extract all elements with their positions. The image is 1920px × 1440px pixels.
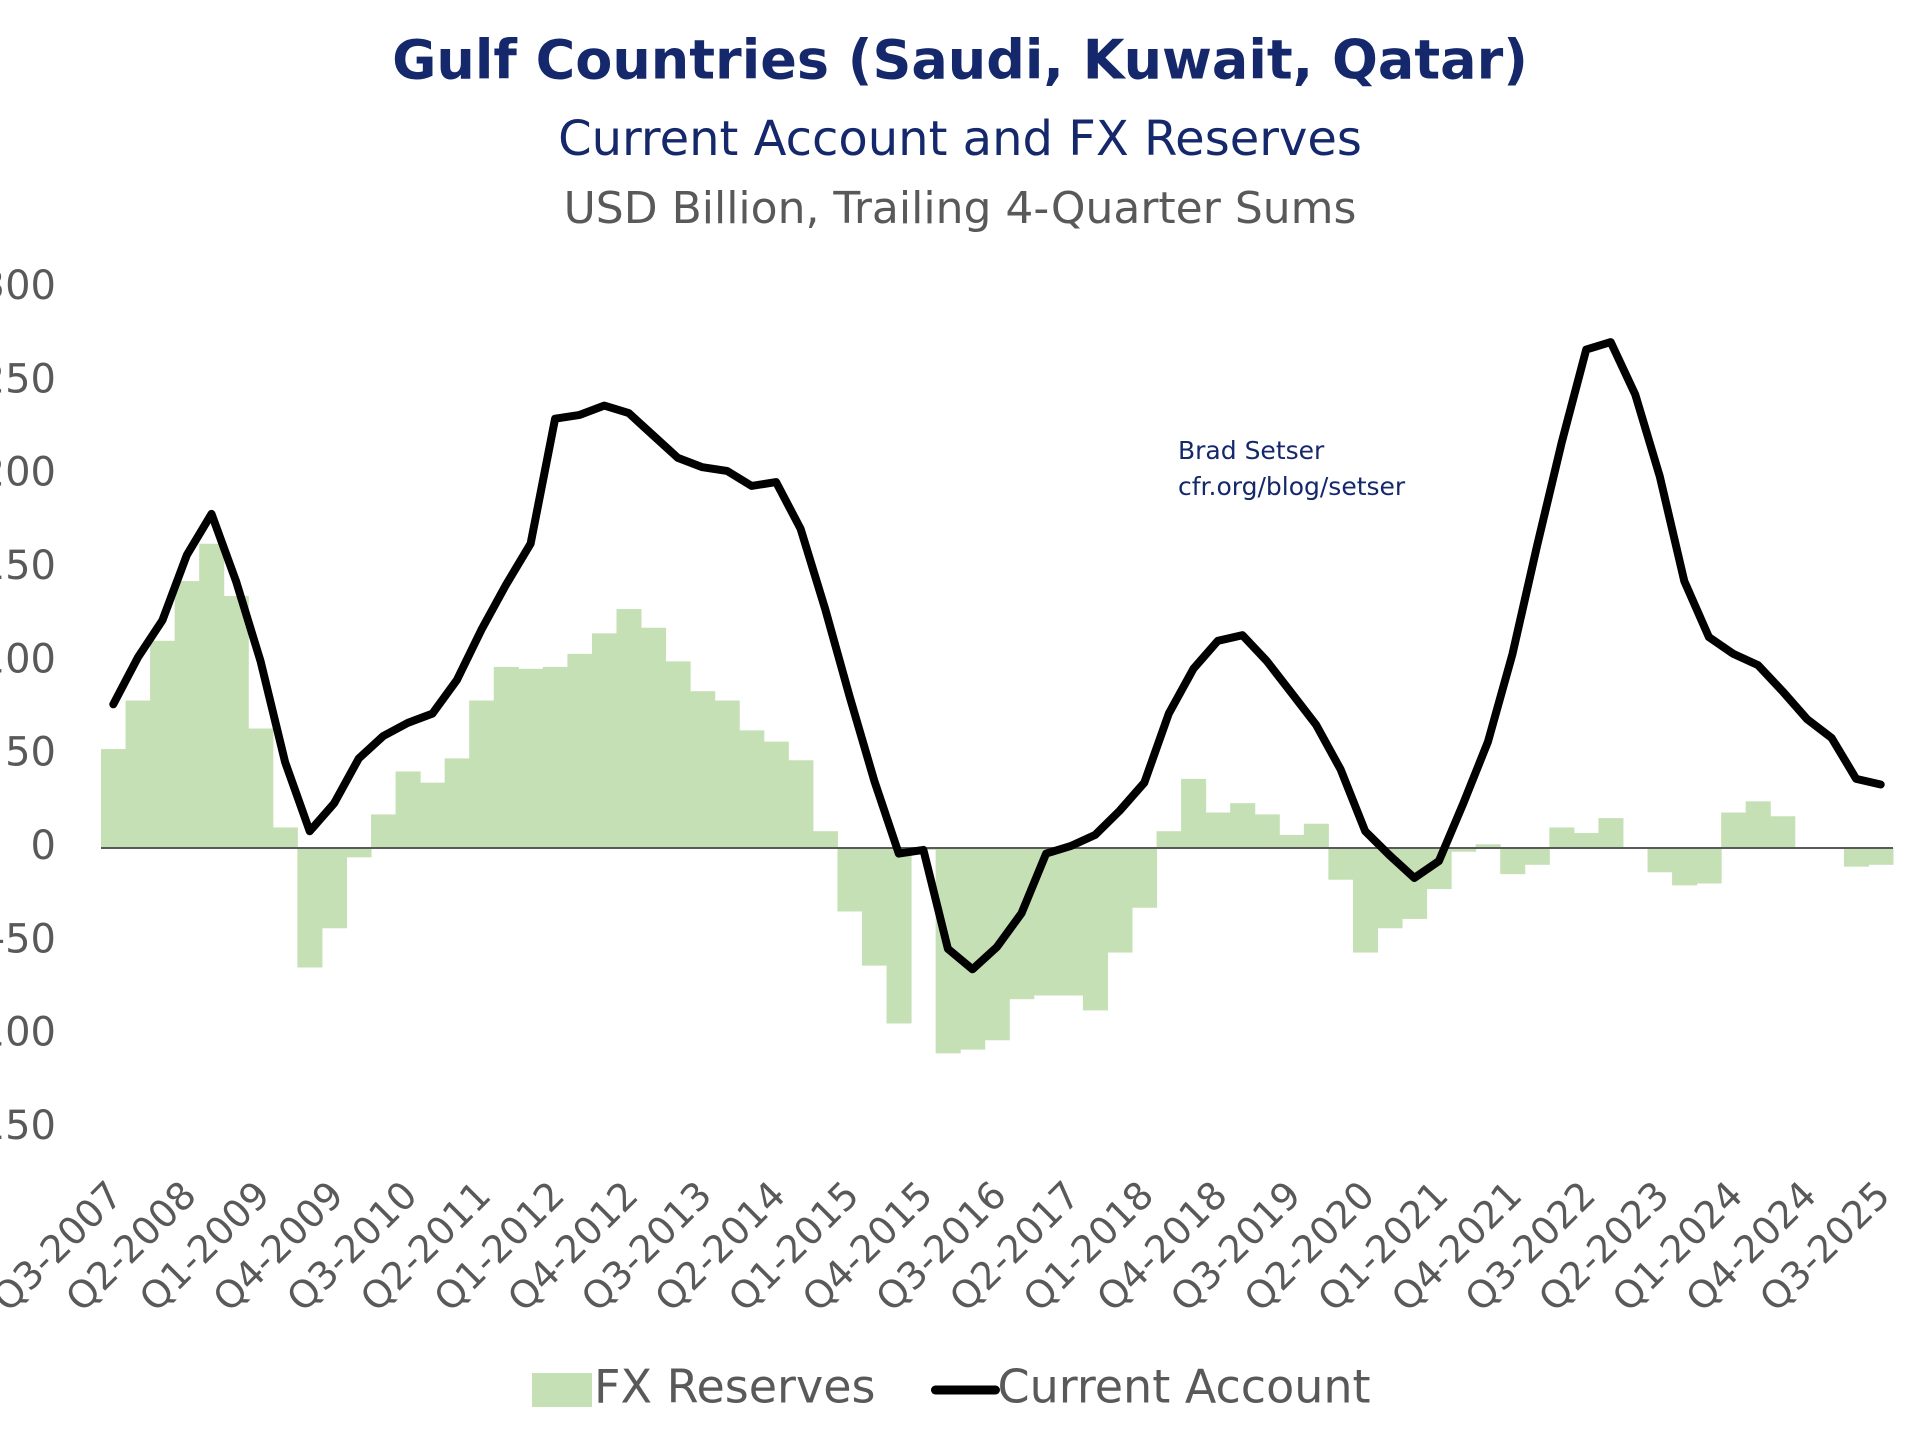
bar xyxy=(444,758,470,848)
y-tick-label: 250 xyxy=(0,356,56,402)
bar xyxy=(1181,778,1207,848)
bar xyxy=(223,596,249,848)
bar xyxy=(174,581,200,848)
bar xyxy=(739,730,765,848)
bar xyxy=(395,771,421,848)
bar xyxy=(346,848,372,858)
bar xyxy=(837,848,863,912)
bar xyxy=(1524,848,1550,865)
bar xyxy=(1352,848,1378,953)
bar xyxy=(1082,848,1108,1011)
legend-swatch xyxy=(532,1373,592,1407)
bar xyxy=(788,760,814,848)
bar xyxy=(591,633,618,848)
bar xyxy=(542,666,568,848)
bar xyxy=(1279,834,1305,848)
bar xyxy=(101,749,127,848)
bar xyxy=(1107,848,1133,953)
bar xyxy=(1451,848,1477,852)
line xyxy=(109,338,1885,974)
bar xyxy=(371,814,397,848)
bar xyxy=(297,848,323,968)
bar xyxy=(886,848,912,1024)
bar xyxy=(199,543,225,848)
bar xyxy=(1672,848,1698,886)
bar xyxy=(1696,848,1722,884)
bar xyxy=(1745,801,1771,848)
bar xyxy=(272,827,298,848)
bar xyxy=(1058,848,1084,996)
bar xyxy=(1475,844,1501,848)
annotation: Brad Setser xyxy=(1178,436,1325,465)
y-tick-label: -100 xyxy=(0,1010,56,1056)
bar xyxy=(690,691,716,848)
y-tick-label: 100 xyxy=(0,636,56,682)
y-tick-label: 0 xyxy=(31,823,56,869)
bar xyxy=(1500,848,1526,875)
bar xyxy=(960,848,986,1050)
units-note: USD Billion, Trailing 4-Quarter Sums xyxy=(564,183,1357,234)
bar xyxy=(1573,833,1599,848)
bar xyxy=(1868,848,1894,865)
bar xyxy=(493,666,519,848)
y-tick-label: 50 xyxy=(5,730,56,776)
bar xyxy=(1156,831,1182,848)
bar xyxy=(1254,814,1280,848)
annotation: cfr.org/blog/setser xyxy=(1178,472,1406,501)
bar xyxy=(1770,816,1796,848)
y-tick-label: -50 xyxy=(0,916,56,962)
bar xyxy=(469,700,495,848)
bar xyxy=(150,640,176,848)
bar xyxy=(1328,848,1354,880)
bar xyxy=(1303,823,1329,848)
y-tick-label: 200 xyxy=(0,450,56,496)
bar xyxy=(125,700,151,848)
bar xyxy=(1598,818,1624,848)
bar xyxy=(641,627,667,848)
bar xyxy=(1132,848,1158,908)
legend-label: FX Reserves xyxy=(594,1360,875,1414)
bar xyxy=(1549,827,1575,848)
bar xyxy=(861,848,888,966)
bar xyxy=(1721,812,1747,848)
bar xyxy=(1843,848,1869,867)
y-tick-label: 150 xyxy=(0,543,56,589)
bar xyxy=(1230,803,1256,848)
y-tick-label: -150 xyxy=(0,1103,56,1149)
bar xyxy=(812,831,838,848)
legend-label: Current Account xyxy=(997,1360,1370,1414)
chart-title: Gulf Countries (Saudi, Kuwait, Qatar) xyxy=(392,29,1528,92)
bar xyxy=(567,653,593,848)
bar xyxy=(1402,848,1428,919)
bar xyxy=(1647,848,1673,873)
bar xyxy=(321,848,347,929)
bar xyxy=(248,728,274,848)
bar xyxy=(616,609,642,848)
bar xyxy=(1205,812,1231,848)
y-tick-label: 300 xyxy=(0,263,56,309)
bar xyxy=(420,782,446,848)
bar xyxy=(763,741,789,848)
bar xyxy=(714,700,740,848)
bar xyxy=(665,661,691,848)
bar xyxy=(518,668,544,848)
chart-subtitle: Current Account and FX Reserves xyxy=(558,111,1362,167)
